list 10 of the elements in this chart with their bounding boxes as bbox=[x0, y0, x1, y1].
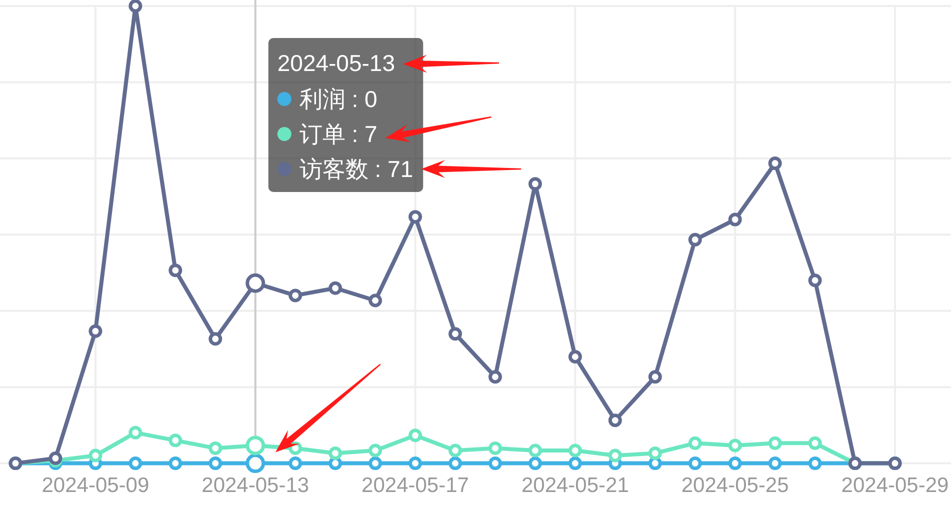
x-tick-label: 2024-05-21 bbox=[521, 474, 629, 497]
annotation: 利润 : 0 bbox=[299, 86, 378, 112]
annotation: 订单 : 7 bbox=[299, 121, 378, 147]
x-tick-label: 2024-05-09 bbox=[42, 474, 150, 497]
ref-line-label: 2024-05-13 bbox=[277, 50, 396, 76]
x-tick-label: 2024-05-17 bbox=[362, 474, 469, 497]
x-tick-label: 2024-05-25 bbox=[681, 474, 789, 497]
x-tick-label: 2024-05-29 bbox=[841, 474, 949, 497]
annotation: 访客数 : 71 bbox=[299, 156, 414, 182]
x-tick-label: 2024-05-13 bbox=[202, 474, 310, 497]
